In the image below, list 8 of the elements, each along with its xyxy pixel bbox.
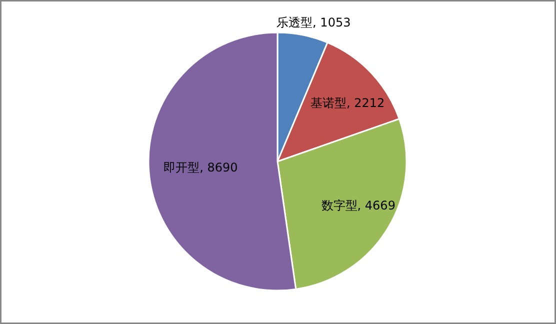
data-label: , 4669: [357, 198, 396, 213]
slice-label: 数字型: [321, 198, 358, 213]
data-label: , 2212: [346, 96, 385, 110]
data-label: , 1053: [312, 15, 351, 30]
slice-label: 乐透型: [276, 15, 313, 30]
slice-label: 基诺型: [310, 96, 347, 110]
data-label: , 8690: [200, 160, 238, 175]
slice-label: 即开型: [164, 160, 200, 175]
